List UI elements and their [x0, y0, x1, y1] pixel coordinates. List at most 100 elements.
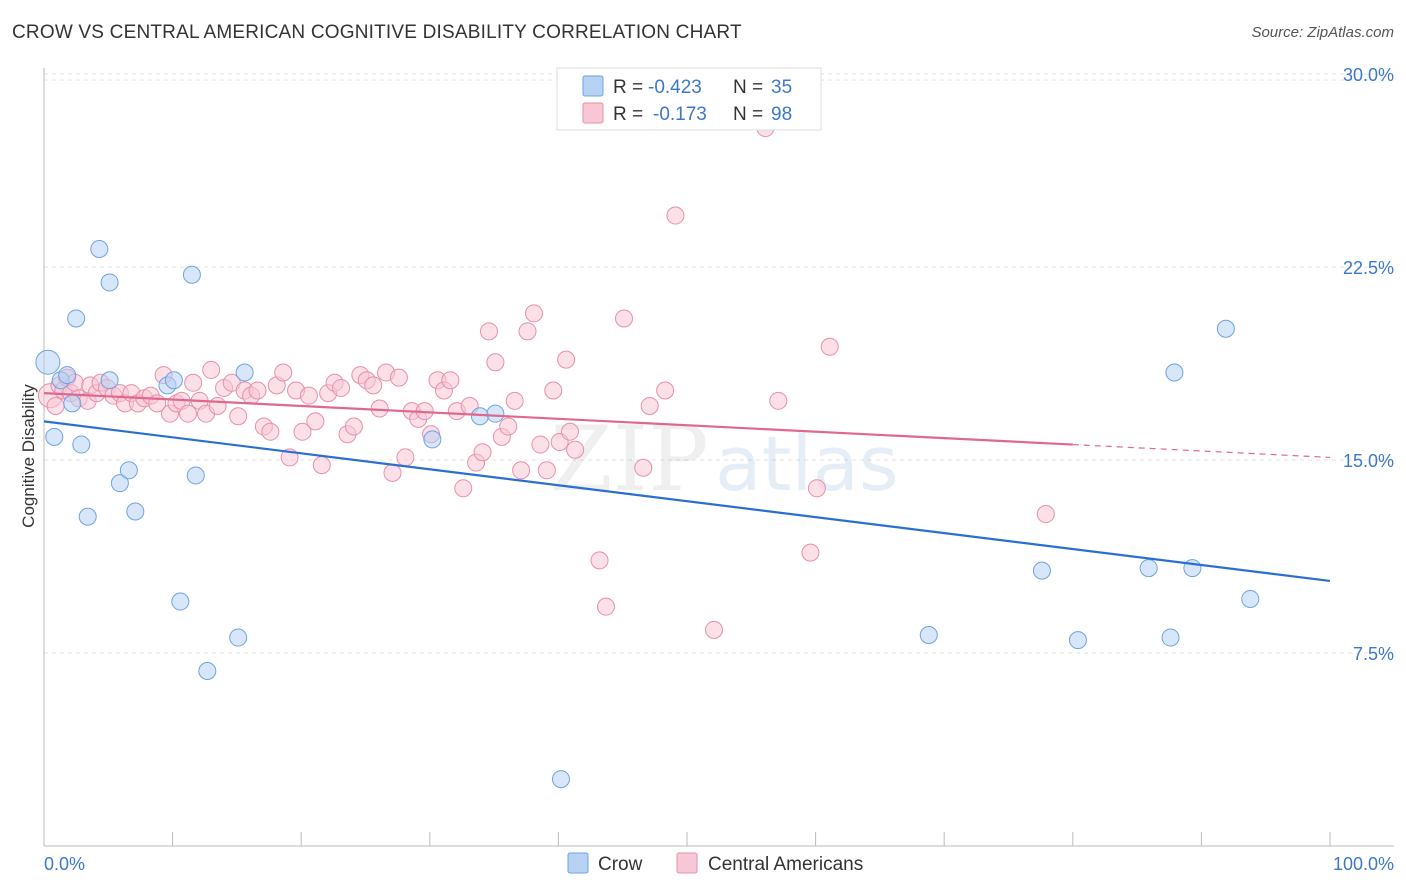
data-point-crow [182, 265, 201, 284]
stats-swatch-crow [582, 75, 604, 97]
points-layer [35, 119, 1260, 789]
data-point-crow [110, 474, 129, 493]
data-point-central-americans [364, 376, 383, 395]
data-point-central-americans [666, 206, 685, 225]
watermark: ZIP atlas [550, 407, 899, 512]
y-tick-label: 30.0% [1343, 65, 1394, 85]
data-point-central-americans [801, 543, 820, 562]
axis-layer [43, 68, 1394, 847]
data-point-central-americans [518, 322, 537, 341]
data-point-crow [90, 239, 109, 258]
data-point-crow [126, 502, 145, 521]
legend-swatch-crow[interactable] [567, 852, 589, 874]
data-point-central-americans [705, 620, 724, 639]
data-point-crow [45, 427, 64, 446]
data-point-crow [1139, 559, 1158, 578]
data-point-crow [229, 628, 248, 647]
x-tick-labels: 0.0% 100.0% [44, 854, 1394, 874]
data-point-crow [1161, 628, 1180, 647]
stats-r-label-central-americans: R = [613, 104, 643, 125]
data-point-central-americans [479, 322, 498, 341]
data-point-central-americans [614, 309, 633, 328]
data-point-central-americans [807, 479, 826, 498]
trend-line-central-americans [43, 391, 1073, 446]
data-point-crow [67, 309, 86, 328]
y-tick-labels: 7.5% 15.0% 22.5% 30.0% [1343, 65, 1394, 664]
data-point-crow [119, 461, 138, 480]
data-point-crow [63, 394, 82, 413]
data-point-central-americans [524, 304, 543, 323]
data-point-crow [35, 349, 61, 375]
data-point-central-americans [640, 396, 659, 415]
data-point-central-americans [560, 422, 579, 441]
data-point-central-americans [179, 404, 198, 423]
data-point-crow [72, 435, 91, 454]
data-point-crow [1068, 631, 1087, 650]
data-point-central-americans [261, 422, 280, 441]
data-point-central-americans [299, 386, 318, 405]
data-point-central-americans [537, 461, 556, 480]
data-point-central-americans [344, 417, 363, 436]
data-point-central-americans [486, 353, 505, 372]
data-point-central-americans [590, 551, 609, 570]
data-point-central-americans [1036, 505, 1055, 524]
chart-title: CROW VS CENTRAL AMERICAN COGNITIVE DISAB… [12, 22, 742, 43]
data-point-crow [186, 466, 205, 485]
bottom-legend[interactable]: Crow Central Americans [567, 852, 863, 875]
legend-label-crow[interactable]: Crow [598, 854, 643, 875]
data-point-central-americans [566, 440, 585, 459]
data-point-crow [78, 507, 97, 526]
data-point-central-americans [505, 391, 524, 410]
data-point-central-americans [184, 373, 203, 392]
data-point-crow [100, 371, 119, 390]
data-point-central-americans [656, 381, 675, 400]
data-point-central-americans [46, 396, 65, 415]
trend-line-extension-central-americans [1072, 443, 1331, 459]
legend-swatch-central-americans[interactable] [676, 852, 698, 874]
stats-legend: R = -0.423 N = 35 R = -0.173 N = 98 [556, 67, 822, 131]
data-point-central-americans [396, 448, 415, 467]
stats-r-value-crow: -0.423 [648, 77, 702, 98]
legend-label-central-americans[interactable]: Central Americans [708, 854, 863, 875]
stats-n-value-crow: 35 [771, 77, 792, 98]
stats-r-label-crow: R = [613, 77, 643, 98]
chart-source: Source: ZipAtlas.com [1251, 24, 1394, 41]
data-point-central-americans [820, 337, 839, 356]
y-tick-label: 7.5% [1353, 644, 1394, 664]
data-point-central-americans [274, 363, 293, 382]
data-point-central-americans [531, 435, 550, 454]
data-point-central-americans [544, 381, 563, 400]
data-point-central-americans [596, 597, 615, 616]
data-point-central-americans [499, 417, 518, 436]
data-point-central-americans [512, 461, 531, 480]
data-point-crow [100, 273, 119, 292]
data-point-crow [171, 592, 190, 611]
data-point-central-americans [769, 391, 788, 410]
data-point-central-americans [312, 456, 331, 475]
data-point-central-americans [383, 463, 402, 482]
stats-n-label-crow: N = [733, 77, 763, 98]
data-point-central-americans [634, 458, 653, 477]
data-point-central-americans [229, 407, 248, 426]
x-tick-label-min: 0.0% [44, 854, 85, 874]
stats-n-value-central-americans: 98 [771, 104, 792, 125]
data-point-central-americans [248, 381, 267, 400]
trend-layer [43, 391, 1331, 583]
y-tick-label: 15.0% [1343, 451, 1394, 471]
data-point-central-americans [454, 479, 473, 498]
x-tick-label-max: 100.0% [1333, 854, 1394, 874]
data-point-crow [919, 625, 938, 644]
data-point-central-americans [332, 378, 351, 397]
data-point-central-americans [293, 422, 312, 441]
data-point-crow [1165, 363, 1184, 382]
data-point-crow [1241, 589, 1260, 608]
data-point-crow [486, 404, 505, 423]
data-point-central-americans [306, 412, 325, 431]
data-point-crow [423, 430, 442, 449]
stats-r-value-central-americans: -0.173 [653, 104, 707, 125]
data-point-central-americans [389, 368, 408, 387]
data-point-crow [551, 770, 570, 789]
data-point-crow [58, 366, 77, 385]
stats-swatch-central-americans [582, 102, 604, 124]
